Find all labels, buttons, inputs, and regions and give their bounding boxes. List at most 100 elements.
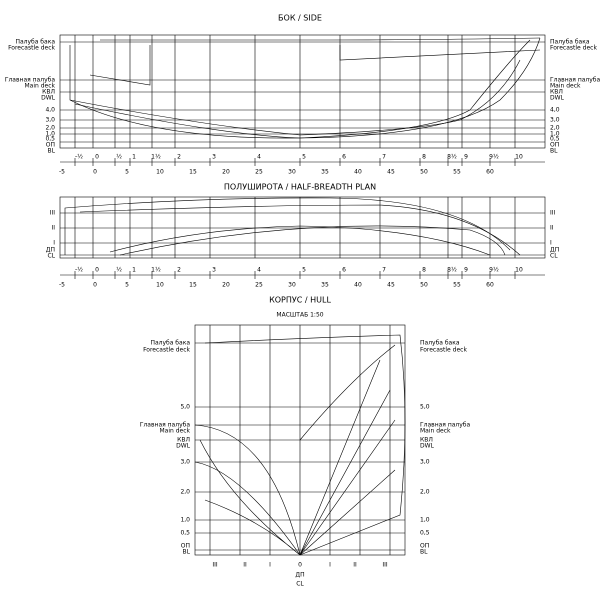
buttock-label: I bbox=[329, 562, 331, 569]
buttock-label: II bbox=[353, 562, 357, 569]
center-label: ДП bbox=[295, 572, 304, 579]
scale-label: 15 bbox=[189, 282, 197, 289]
station-label: 1½ bbox=[151, 154, 161, 161]
scale-label: 40 bbox=[354, 282, 362, 289]
view-title: КОРПУС / HULL bbox=[269, 296, 331, 305]
right-label: 2,0 bbox=[420, 489, 430, 496]
right-label: 0,5 bbox=[550, 136, 560, 143]
left-label: DWL bbox=[176, 443, 191, 450]
station-label: 7 bbox=[382, 154, 386, 161]
station-label: 1 bbox=[132, 154, 136, 161]
right-label: 3,0 bbox=[550, 117, 560, 124]
right-label: III bbox=[550, 210, 556, 217]
station-label: 1½ bbox=[151, 267, 161, 274]
scale-label: 30 bbox=[288, 169, 296, 176]
left-label: Палуба бака bbox=[150, 340, 190, 347]
left-label: Главная палуба bbox=[5, 77, 56, 84]
scale-label: 45 bbox=[387, 282, 395, 289]
station-label: 3 bbox=[212, 267, 216, 274]
left-label: 2,0 bbox=[180, 489, 190, 496]
station-label: ½ bbox=[116, 154, 122, 161]
scale-label: 50 bbox=[420, 282, 428, 289]
station-label: ½ bbox=[116, 267, 122, 274]
right-label: 5,0 bbox=[420, 404, 430, 411]
buttock-label: III bbox=[212, 562, 218, 569]
right-label: II bbox=[550, 225, 554, 232]
left-label: I bbox=[53, 240, 55, 247]
right-label: 4,0 bbox=[550, 107, 560, 114]
left-label: BL bbox=[183, 549, 191, 556]
right-label: 0,5 bbox=[420, 530, 430, 537]
right-label: Главная палуба bbox=[420, 422, 471, 429]
view-title: БОК / SIDE bbox=[278, 14, 322, 23]
half-breadth-lines bbox=[59, 196, 546, 259]
right-label: DWL bbox=[420, 443, 435, 450]
left-label: 4,0 bbox=[45, 107, 55, 114]
left-label: 1,0 bbox=[45, 131, 55, 138]
buttock-label: III bbox=[382, 562, 388, 569]
side-view-lines bbox=[59, 34, 546, 149]
right-label: КВЛ bbox=[420, 437, 433, 444]
scale-note: МАСШТАБ 1:50 bbox=[276, 312, 323, 319]
buttock-label: I bbox=[269, 562, 271, 569]
station-label: 5 bbox=[302, 154, 306, 161]
scale-label: 15 bbox=[189, 169, 197, 176]
left-label: 5,0 bbox=[180, 404, 190, 411]
station-label: 1 bbox=[132, 267, 136, 274]
right-label: Главная палуба bbox=[550, 77, 600, 84]
scale-label: -5 bbox=[59, 282, 65, 289]
scale-label: 45 bbox=[387, 169, 395, 176]
scale-label: 0 bbox=[93, 169, 97, 176]
right-label: Палуба бака bbox=[420, 340, 460, 347]
station-label: 9½ bbox=[489, 267, 499, 274]
station-label: 4 bbox=[257, 267, 261, 274]
scale-label: 5 bbox=[125, 282, 129, 289]
station-label: 10 bbox=[515, 154, 523, 161]
right-label: ОП bbox=[550, 142, 559, 149]
left-label: ОП bbox=[46, 142, 55, 149]
scale-label: 10 bbox=[156, 282, 164, 289]
right-label: ОП bbox=[420, 543, 429, 550]
station-label: -½ bbox=[75, 154, 83, 161]
left-label: CL bbox=[47, 253, 55, 260]
left-label: BL bbox=[48, 148, 56, 155]
station-label: 2 bbox=[177, 154, 181, 161]
station-label: 7 bbox=[382, 267, 386, 274]
right-label: Forecastle deck bbox=[420, 347, 467, 354]
scale-label: 55 bbox=[453, 282, 461, 289]
right-label: 1,0 bbox=[420, 517, 430, 524]
scale-label: 20 bbox=[222, 169, 230, 176]
left-label: II bbox=[51, 225, 55, 232]
buttock-label: 0 bbox=[298, 562, 302, 569]
scale-label: 20 bbox=[222, 282, 230, 289]
right-label: 2,0 bbox=[550, 125, 560, 132]
right-label: ДП bbox=[550, 247, 559, 254]
left-label: 0,5 bbox=[45, 136, 55, 143]
scale-label: 40 bbox=[354, 169, 362, 176]
left-label: КВЛ bbox=[42, 89, 55, 96]
scale-label: -5 bbox=[59, 169, 65, 176]
center-label: CL bbox=[296, 581, 304, 588]
left-label: Главная палуба bbox=[140, 422, 191, 429]
left-label: ДП bbox=[46, 247, 55, 254]
scale-label: 25 bbox=[255, 282, 263, 289]
station-label: 4 bbox=[257, 154, 261, 161]
right-label: DWL bbox=[550, 95, 565, 102]
scale-label: 35 bbox=[321, 282, 329, 289]
right-label: Main deck bbox=[420, 428, 451, 435]
scale-label: 10 bbox=[156, 169, 164, 176]
right-label: CL bbox=[550, 253, 558, 260]
buttock-label: II bbox=[243, 562, 247, 569]
station-label: 0 bbox=[95, 267, 99, 274]
station-label: 9 bbox=[464, 154, 468, 161]
right-label: 3,0 bbox=[420, 459, 430, 466]
station-label: 8½ bbox=[447, 154, 457, 161]
left-label: 3,0 bbox=[180, 459, 190, 466]
scale-label: 60 bbox=[486, 282, 494, 289]
left-label: 0,5 bbox=[180, 530, 190, 537]
left-label: 3,0 bbox=[45, 117, 55, 124]
station-label: 6 bbox=[342, 154, 346, 161]
station-label: 6 bbox=[342, 267, 346, 274]
right-label: Main deck bbox=[550, 83, 581, 90]
